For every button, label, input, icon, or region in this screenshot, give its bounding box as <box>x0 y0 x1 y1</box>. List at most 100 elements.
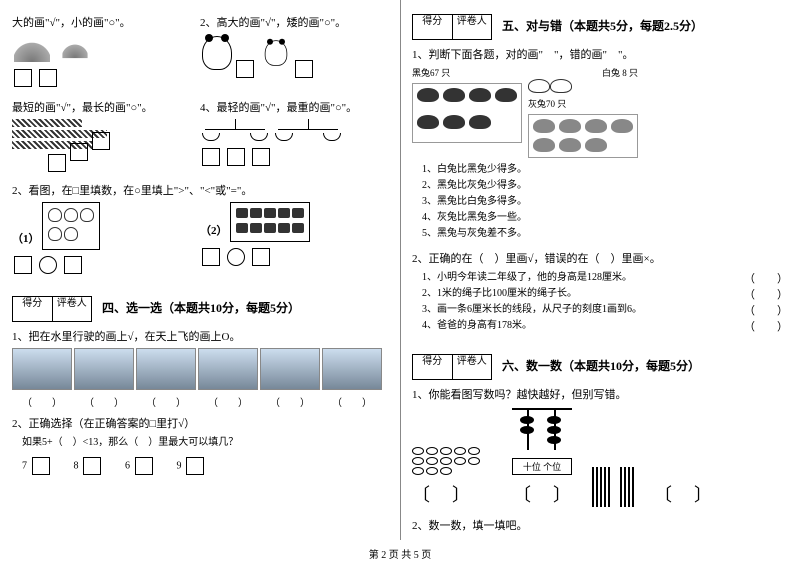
balance-scale-1 <box>200 119 270 143</box>
black-rabbit-label: 黑兔67 只 <box>412 66 522 79</box>
cars-group <box>230 202 310 242</box>
paren-slot[interactable]: （ ） <box>198 394 258 409</box>
number-box[interactable] <box>64 256 82 274</box>
fan-image-large <box>14 36 50 62</box>
q1-part1: 大的画"√"，小的画"○"。 <box>12 10 200 89</box>
paren-slot[interactable]: （ ） <box>260 394 320 409</box>
answer-box[interactable] <box>92 132 110 150</box>
s5-q2-item1: 1、小明今年读二年级了，他的身高是128厘米。 <box>422 270 744 286</box>
ducks-group <box>42 202 100 250</box>
paren-slot[interactable]: （ ） <box>74 394 134 409</box>
number-box[interactable] <box>252 248 270 266</box>
ovals-group: 〔 〕 <box>412 447 492 507</box>
balance-scale-2 <box>273 119 343 143</box>
s5-q2: 2、正确的在（ ）里画√，错误的在（ ）里画×。 <box>412 250 788 266</box>
s5-q1-item5: 5、黑兔与灰兔差不多。 <box>422 226 788 242</box>
q1-instr-short-long: 最短的画"√"，最长的画"○"。 <box>12 99 200 115</box>
left-column: 大的画"√"，小的画"○"。 2、高大的画"√"，矮的画"○"。 <box>0 0 400 540</box>
s4-q1: 1、把在水里行驶的画上√，在天上飞的画上O。 <box>12 328 388 344</box>
option-box[interactable] <box>32 457 50 475</box>
section6-title: 六、数一数（本题共10分，每题5分） <box>502 357 700 374</box>
q1-part3: 最短的画"√"，最长的画"○"。 <box>12 95 200 174</box>
thumb-ship2 <box>74 348 134 390</box>
score-label: 得分 <box>413 355 453 379</box>
q1-part2: 2、高大的画"√"，矮的画"○"。 <box>200 10 388 89</box>
s5-q2-item2: 2、1米的绳子比100厘米的绳子长。 <box>422 286 744 302</box>
opt-8: 8 <box>74 460 79 471</box>
s5-q1-item4: 4、灰兔比黑兔多一些。 <box>422 210 788 226</box>
answer-box[interactable] <box>227 148 245 166</box>
opt-7: 7 <box>22 460 27 471</box>
paren-slot[interactable]: （ ） <box>322 394 382 409</box>
s5-q2-item3: 3、画一条6厘米长的线段，从尺子的刻度1画到6。 <box>422 302 744 318</box>
q1-instr-tall-short: 2、高大的画"√"，矮的画"○"。 <box>200 14 388 30</box>
s5-q1-item2: 2、黑兔比灰兔少得多。 <box>422 178 788 194</box>
thumb-roller <box>260 348 320 390</box>
score-box: 得分 评卷人 <box>12 296 92 322</box>
q2-sub1: （1） <box>12 202 200 276</box>
number-box[interactable] <box>202 248 220 266</box>
column-divider <box>400 0 401 540</box>
grader-label: 评卷人 <box>453 15 492 39</box>
right-column: 得分 评卷人 五、对与错（本题共5分，每题2.5分） 1、判断下面各题，对的画"… <box>400 0 800 540</box>
option-box[interactable] <box>186 457 204 475</box>
q1-part4: 4、最轻的画"√"，最重的画"○"。 <box>200 95 388 174</box>
paren-slot[interactable]: （ ） <box>744 286 788 302</box>
vehicle-answer-row: （ ） （ ） （ ） （ ） （ ） （ ） <box>12 394 388 409</box>
answer-box[interactable] <box>70 143 88 161</box>
thumb-ship1 <box>12 348 72 390</box>
abacus-labels: 十位 个位 <box>512 458 572 475</box>
score-box: 得分 评卷人 <box>412 354 492 380</box>
s5-q1-item1: 1、白兔比黑兔少得多。 <box>422 162 788 178</box>
section4-title: 四、选一选（本题共10分，每题5分） <box>102 299 300 316</box>
answer-box[interactable] <box>252 148 270 166</box>
score-label: 得分 <box>413 15 453 39</box>
compare-circle[interactable] <box>227 248 245 266</box>
paren-slot[interactable]: （ ） <box>744 270 788 286</box>
q2-title: 2、看图，在□里填数，在○里填上">"、"<"或"="。 <box>12 182 388 198</box>
score-label: 得分 <box>13 297 53 321</box>
paren-slot[interactable]: （ ） <box>744 302 788 318</box>
fan-image-small <box>62 40 87 58</box>
s5-q2-item4: 4、爸爸的身高有178米。 <box>422 318 744 334</box>
answer-box[interactable] <box>295 60 313 78</box>
compare-circle[interactable] <box>39 256 57 274</box>
s5-q1: 1、判断下面各题，对的画" "，错的画" "。 <box>412 46 788 62</box>
option-box[interactable] <box>135 457 153 475</box>
paren-slot[interactable]: （ ） <box>12 394 72 409</box>
q1-instr-light-heavy: 4、最轻的画"√"，最重的画"○"。 <box>200 99 388 115</box>
paren-slot[interactable]: （ ） <box>744 318 788 334</box>
answer-box[interactable] <box>39 69 57 87</box>
s6-q1: 1、你能看图写数吗？越快越好，但别写错。 <box>412 386 788 402</box>
opt-9: 9 <box>177 460 182 471</box>
tally-marks <box>592 467 634 507</box>
grader-label: 评卷人 <box>453 355 492 379</box>
q2-sub2: （2） <box>200 202 388 276</box>
vehicle-thumbnails <box>12 348 388 390</box>
q2-sub1-label: （1） <box>12 233 40 245</box>
thumb-scooter <box>322 348 382 390</box>
answer-box[interactable] <box>202 148 220 166</box>
white-rabbit-label: 白兔 8 只 <box>528 66 638 79</box>
s6-q2: 2、数一数，填一填吧。 <box>412 517 788 533</box>
score-box: 得分 评卷人 <box>412 14 492 40</box>
opt-6: 6 <box>125 460 130 471</box>
paren-slot[interactable]: （ ） <box>136 394 196 409</box>
s4-q2: 2、正确选择（在正确答案的□里打√） <box>12 415 388 431</box>
panda-image-short <box>265 40 288 66</box>
section5-title: 五、对与错（本题共5分，每题2.5分） <box>502 17 703 34</box>
q1-instr-big-small: 大的画"√"，小的画"○"。 <box>12 14 200 30</box>
number-box[interactable] <box>14 256 32 274</box>
answer-box[interactable] <box>48 154 66 172</box>
page-footer: 第 2 页 共 5 页 <box>0 546 800 561</box>
thumb-plane <box>136 348 196 390</box>
s4-q2-options: 7 8 6 9 <box>22 455 388 477</box>
grader-label: 评卷人 <box>53 297 92 321</box>
rabbit-figure: 黑兔67 只 白兔 8 只 灰兔70 只 <box>412 66 788 162</box>
option-box[interactable] <box>83 457 101 475</box>
abacus-figure: 十位 个位 〔 〕 <box>512 408 572 507</box>
answer-box[interactable] <box>236 60 254 78</box>
rope-short <box>12 119 82 127</box>
s5-q1-item3: 3、黑兔比白兔多得多。 <box>422 194 788 210</box>
answer-box[interactable] <box>14 69 32 87</box>
